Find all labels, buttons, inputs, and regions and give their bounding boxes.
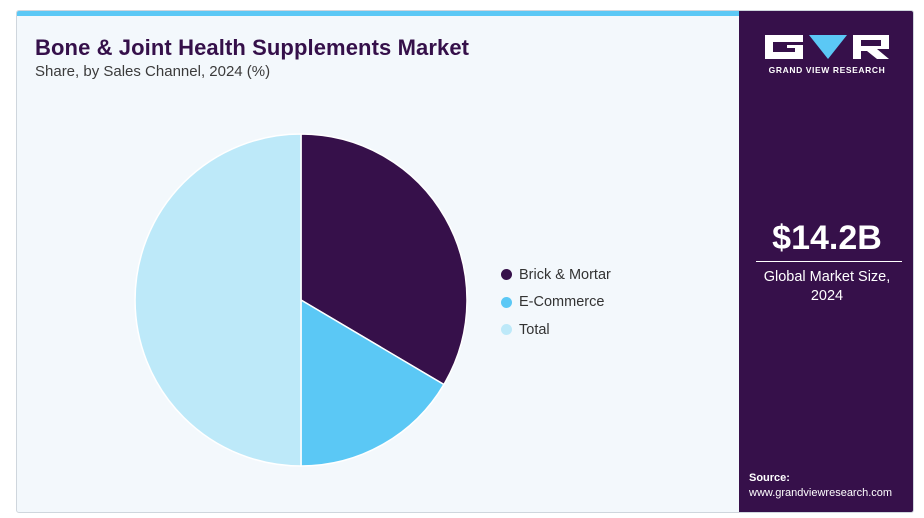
- pie-slice-total[interactable]: [134, 133, 302, 467]
- market-size-caption: Global Market Size, 2024: [739, 268, 913, 306]
- legend-label: E-Commerce: [519, 294, 605, 311]
- brand-name: GRAND VIEW RESEARCH: [768, 65, 886, 75]
- source-note: Source: www.grandviewresearch.com: [749, 471, 892, 501]
- chart-title: Bone & Joint Health Supplements Market: [35, 35, 470, 60]
- market-size-value: $14.2B: [772, 219, 882, 257]
- pie-slice-brick-mortar[interactable]: [300, 133, 468, 386]
- source-url[interactable]: www.grandviewresearch.com: [749, 487, 893, 499]
- pie-chart: [134, 133, 468, 467]
- chart-legend: Brick & Mortar E-Commerce Total: [501, 261, 611, 344]
- market-caption-line2: 2024: [810, 288, 844, 304]
- accent-bar: [17, 11, 739, 16]
- pie-slice-e-commerce[interactable]: [300, 298, 445, 467]
- legend-label: Brick & Mortar: [519, 266, 611, 283]
- divider: [756, 261, 902, 262]
- gvr-logo-icon: [765, 35, 889, 59]
- source-label: Source:: [749, 472, 790, 484]
- market-caption-line1: Global Market Size,: [763, 269, 891, 285]
- brand-logo: GRAND VIEW RESEARCH: [765, 35, 889, 75]
- legend-swatch: [501, 269, 512, 281]
- chart-subtitle: Share, by Sales Channel, 2024 (%): [35, 63, 271, 80]
- legend-item[interactable]: Brick & Mortar: [501, 261, 611, 289]
- legend-label: Total: [519, 321, 550, 338]
- sidebar-panel: GRAND VIEW RESEARCH $14.2B Global Market…: [739, 11, 913, 512]
- legend-item[interactable]: E-Commerce: [501, 289, 611, 317]
- legend-swatch: [501, 296, 512, 308]
- legend-swatch: [501, 324, 512, 336]
- legend-item[interactable]: Total: [501, 316, 611, 344]
- chart-card: Bone & Joint Health Supplements Market S…: [16, 10, 914, 513]
